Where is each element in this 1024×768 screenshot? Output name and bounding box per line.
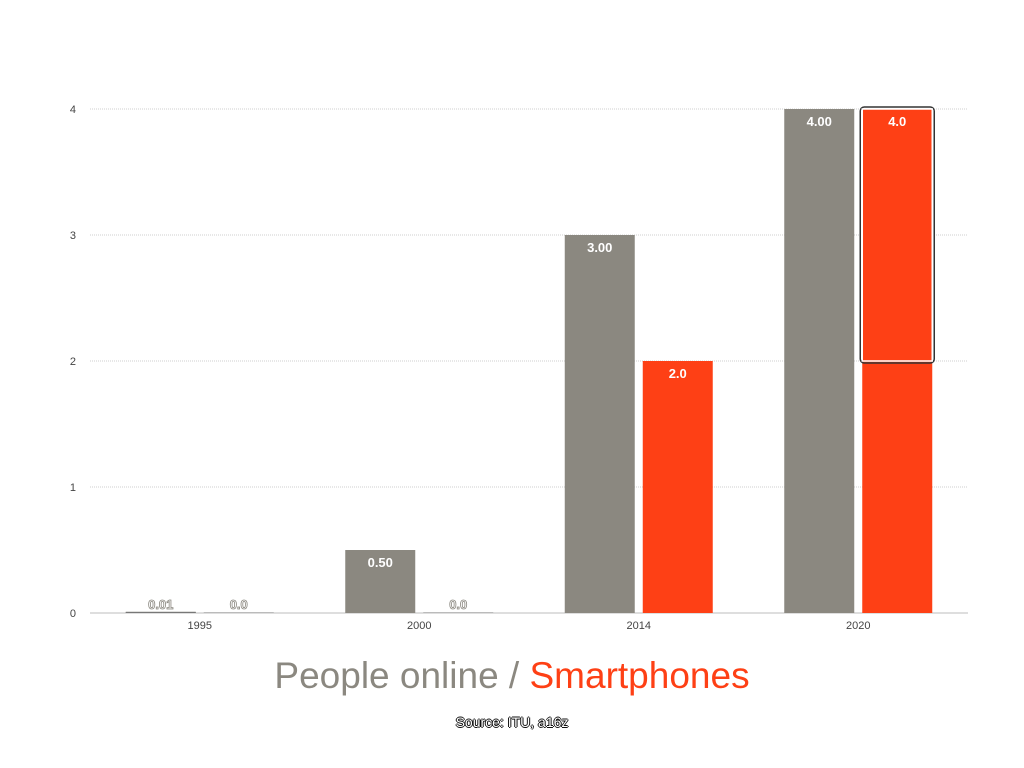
y-tick-label: 0	[70, 608, 76, 620]
y-tick-label: 3	[70, 230, 76, 242]
x-axis-ticks: 1995 2000 2014 2020	[188, 620, 871, 632]
bar-people-online-2014	[564, 235, 635, 613]
y-tick-label: 2	[70, 356, 76, 368]
bar-value-label: 0.01	[148, 597, 173, 612]
highlight-box	[859, 106, 935, 364]
title-separator: /	[498, 655, 530, 696]
bar-value-label: 4.00	[807, 114, 832, 129]
bar-chart: 0 1 2 3 4 0.01 0.0 0.50 0.0 3.00 2.0 4.00 4.0 1995 2…	[70, 104, 968, 632]
bar-value-label: 0.0	[449, 597, 467, 612]
x-tick-label: 2020	[846, 620, 870, 632]
y-tick-label: 1	[70, 482, 76, 494]
bar-value-label: 4.0	[888, 114, 906, 129]
bar-value-label: 3.00	[587, 240, 612, 255]
bar-labels: 0.01 0.0 0.50 0.0 3.00 2.0 4.00 4.0	[148, 114, 907, 612]
bars	[125, 109, 933, 613]
highlight-inner	[861, 108, 933, 362]
highlight-outline	[859, 106, 935, 364]
y-tick-label: 4	[70, 104, 76, 116]
title-smartphones: Smartphones	[529, 655, 750, 696]
x-tick-label: 1995	[188, 620, 212, 632]
bar-people-online-2000	[345, 550, 416, 613]
bar-people-online-2020	[784, 109, 855, 613]
x-tick-label: 2000	[407, 620, 431, 632]
bar-smartphones-2014	[642, 361, 713, 613]
bar-value-label: 2.0	[669, 366, 687, 381]
x-tick-label: 2014	[627, 620, 651, 632]
chart-title: People online / Smartphones	[0, 655, 1024, 697]
y-axis-ticks: 0 1 2 3 4	[70, 104, 76, 620]
title-people-online: People online	[274, 655, 499, 696]
source-note: Source: ITU, a16z	[455, 714, 569, 730]
bar-value-label: 0.50	[368, 555, 393, 570]
bar-value-label: 0.0	[230, 597, 248, 612]
